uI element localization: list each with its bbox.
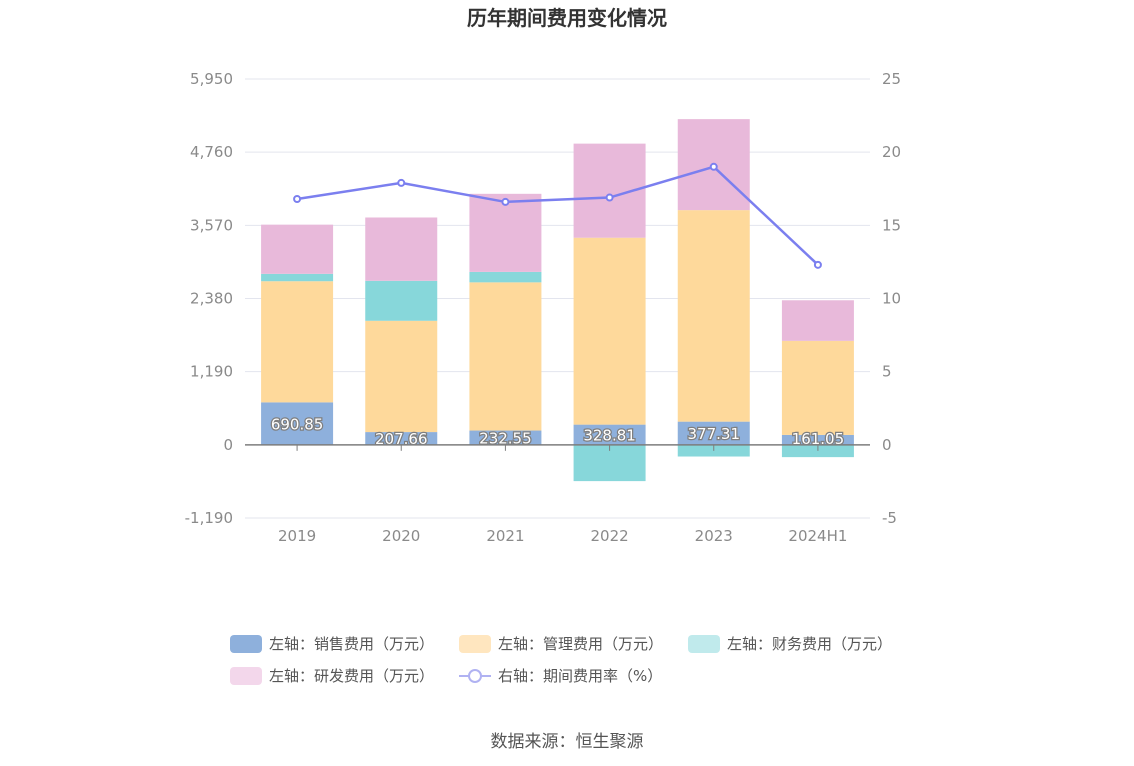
bar-segment [469, 193, 542, 272]
rate-line-path [296, 165, 819, 266]
rate-point [709, 162, 718, 171]
right-tick-label: 10 [882, 290, 901, 308]
legend-label: 左轴：管理费用（万元） [498, 635, 663, 653]
legend-item[interactable]: 右轴：期间费用率（%） [459, 667, 662, 685]
bar-segment [781, 340, 854, 435]
data-label: 207.66 [375, 430, 428, 448]
bars [261, 119, 854, 482]
data-label: 690.85 [271, 416, 324, 434]
left-tick-label: 5,950 [190, 70, 233, 88]
data-label: 232.55 [479, 430, 532, 448]
bar-segment [261, 402, 334, 445]
bar-segment [781, 434, 854, 445]
legend-label: 左轴：财务费用（万元） [727, 635, 892, 653]
legend-swatch [230, 667, 262, 685]
legend-item[interactable]: 左轴：财务费用（万元） [688, 635, 892, 653]
bar-segment [677, 210, 750, 422]
bar-segment [677, 421, 750, 445]
x-tick-label: 2019 [278, 527, 316, 545]
bar-segment [365, 217, 438, 281]
right-tick-label: 5 [882, 363, 892, 381]
left-tick-label: -1,190 [185, 509, 233, 527]
data-label: 161.05 [792, 430, 845, 448]
x-tick-label: 2024H1 [788, 527, 847, 545]
bar-segment [365, 432, 438, 445]
bar-segment [573, 444, 646, 482]
bar-segment [261, 273, 334, 282]
legend-label: 右轴：期间费用率（%） [498, 667, 662, 685]
right-tick-label: 15 [882, 216, 901, 234]
data-labels: 690.85 207.66 232.55 328.81 377.31 161.05 [270, 414, 846, 449]
bar-segment [573, 424, 646, 445]
bar-segment [469, 430, 542, 445]
legend-swatch [688, 635, 720, 653]
bar-segment [365, 280, 438, 321]
right-tick-label: -5 [882, 509, 897, 527]
data-label: 328.81 [583, 427, 636, 445]
legend-item[interactable]: 左轴：研发费用（万元） [230, 667, 434, 685]
legend-label: 左轴：销售费用（万元） [269, 635, 434, 653]
bar-segment [781, 444, 854, 458]
chart-title: 历年期间费用变化情况 [467, 6, 667, 30]
right-tick-label: 0 [882, 436, 892, 454]
right-tick-label: 25 [882, 70, 901, 88]
x-tick-label: 2020 [382, 527, 420, 545]
left-y-axis: 5,950 4,760 3,570 2,380 1,190 0 -1,190 [185, 70, 233, 527]
x-tick-labels: 2019 2020 2021 2022 2023 2024H1 [278, 527, 847, 545]
bar-segment [781, 300, 854, 341]
left-tick-label: 3,570 [190, 216, 233, 234]
right-y-axis: 25 20 15 10 5 0 -5 [882, 70, 901, 527]
left-tick-label: 0 [223, 436, 233, 454]
left-tick-label: 4,760 [190, 143, 233, 161]
left-tick-label: 2,380 [190, 290, 233, 308]
bar-segment [469, 271, 542, 283]
rate-point [397, 178, 406, 187]
legend-label: 左轴：研发费用（万元） [269, 667, 434, 685]
right-tick-label: 20 [882, 143, 901, 161]
x-tick-label: 2021 [486, 527, 524, 545]
legend-item[interactable]: 左轴：管理费用（万元） [459, 635, 663, 653]
data-label: 377.31 [688, 425, 741, 443]
x-tick-label: 2022 [590, 527, 628, 545]
data-source: 数据来源：恒生聚源 [491, 732, 644, 752]
rate-point [605, 193, 614, 202]
rate-point [293, 194, 302, 203]
legend[interactable]: 左轴：销售费用（万元） 左轴：管理费用（万元） 左轴：财务费用（万元） 左轴：研发费用… [230, 635, 892, 685]
x-axis [245, 444, 870, 451]
bar-segment [573, 237, 646, 425]
bar-segment [469, 282, 542, 431]
bar-segment [261, 281, 334, 403]
legend-swatch [230, 635, 262, 653]
legend-item[interactable]: 左轴：销售费用（万元） [230, 635, 434, 653]
grid-lines [245, 78, 870, 519]
bar-segment [365, 320, 438, 433]
x-tick-label: 2023 [695, 527, 733, 545]
rate-point [501, 197, 510, 206]
rate-point [813, 260, 822, 269]
legend-marker [468, 669, 482, 683]
expense-rate-line [293, 162, 822, 269]
legend-swatch [459, 635, 491, 653]
bar-segment [261, 224, 334, 274]
left-tick-label: 1,190 [190, 363, 233, 381]
